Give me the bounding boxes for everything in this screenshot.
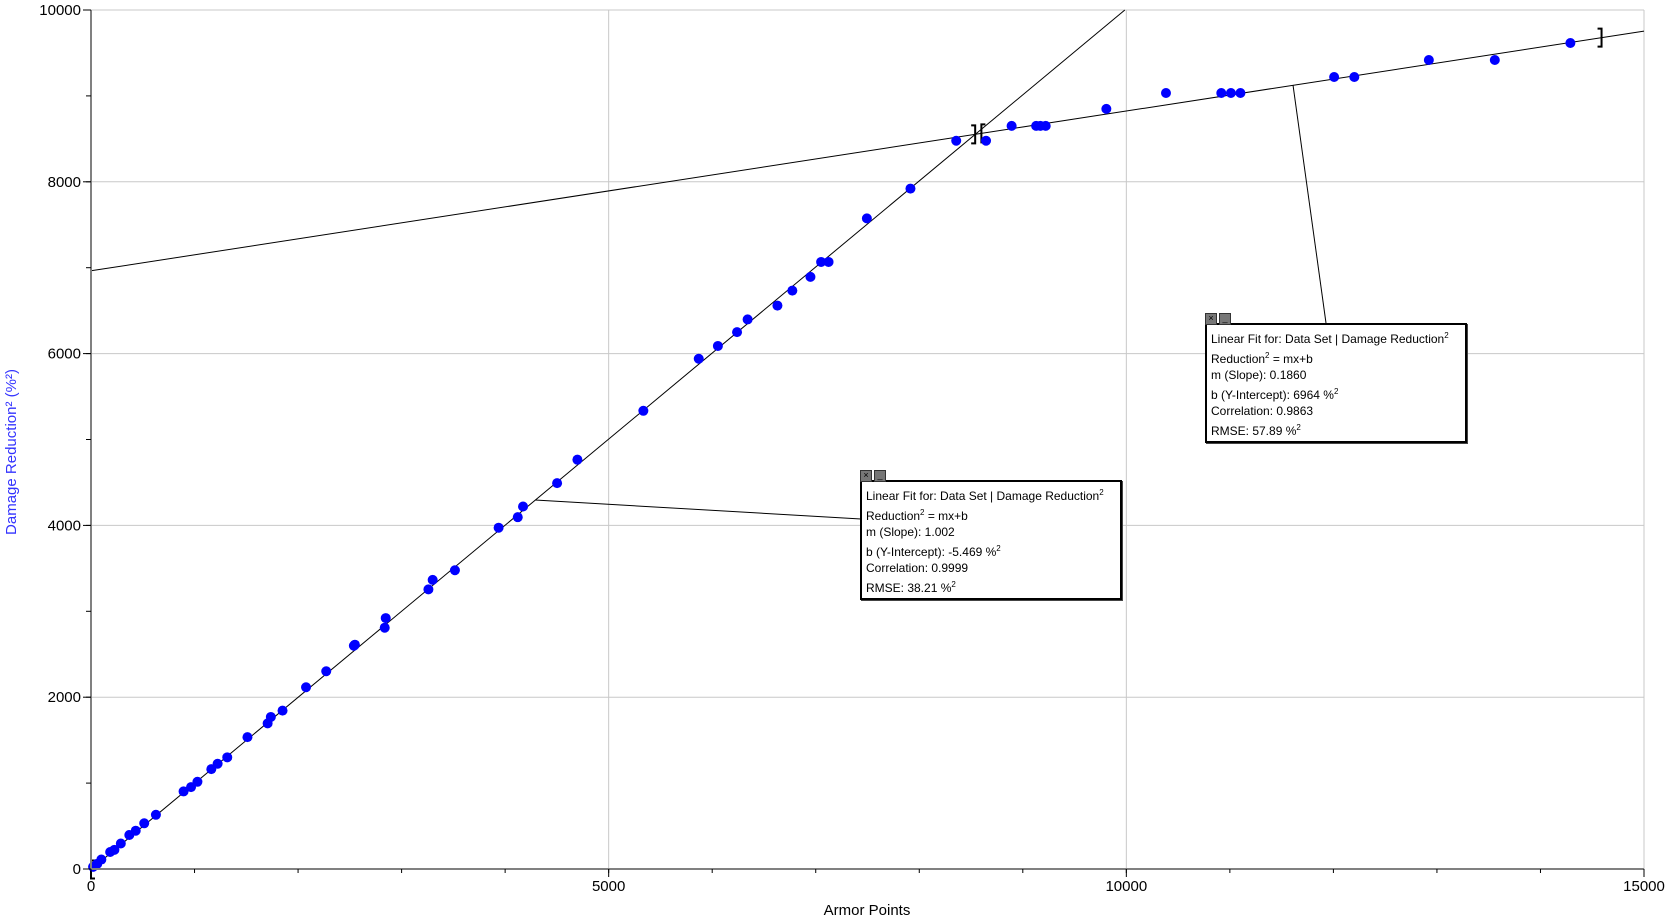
data-point <box>192 776 203 787</box>
fit-intercept: b (Y-Intercept): -5.469 %2 <box>866 543 1001 559</box>
fit-intercept: b (Y-Intercept): 6964 %2 <box>1211 386 1339 402</box>
y-tick-label: 6000 <box>48 346 81 363</box>
data-point <box>277 705 288 716</box>
fit-rmse: RMSE: 57.89 %2 <box>1211 422 1301 438</box>
y-tick-label: 10000 <box>39 2 81 19</box>
data-point <box>1423 54 1434 65</box>
x-tick-label: 10000 <box>1105 878 1147 895</box>
annotation-leader-line-1 <box>534 499 862 520</box>
data-point <box>1160 87 1171 98</box>
fit-equation: Reduction2 = mx+b <box>1211 350 1313 366</box>
data-point <box>1349 72 1360 83</box>
y-tick-label: 0 <box>73 861 81 878</box>
data-point <box>265 711 276 722</box>
data-point <box>638 405 649 416</box>
fit-line-2 <box>90 30 1645 272</box>
data-point <box>1565 37 1576 48</box>
y-tick-label: 2000 <box>48 689 81 706</box>
data-point <box>787 285 798 296</box>
data-point <box>493 522 504 533</box>
y-axis-title: Damage Reduction² (%²) <box>3 369 20 535</box>
fit-correlation: Correlation: 0.9863 <box>1211 404 1314 418</box>
data-point <box>427 574 438 585</box>
data-point <box>449 565 460 576</box>
data-point <box>823 256 834 267</box>
fit-rmse: RMSE: 38.21 %2 <box>866 579 956 595</box>
data-point <box>905 183 916 194</box>
data-point <box>518 501 529 512</box>
data-point <box>572 454 583 465</box>
fit-equation: Reduction2 = mx+b <box>866 507 968 523</box>
data-point <box>712 340 723 351</box>
fit-slope: m (Slope): 1.002 <box>866 525 955 539</box>
data-point <box>222 752 233 763</box>
data-point <box>212 758 223 769</box>
fit-annotation-box-1[interactable]: × _ Linear Fit for: Data Set | Damage Red… <box>860 470 1122 600</box>
fit-title: Linear Fit for: Data Set | Damage Reduct… <box>866 488 1104 503</box>
fit-title: Linear Fit for: Data Set | Damage Reduct… <box>1211 331 1449 346</box>
annotation-leader-line-2 <box>1292 84 1327 324</box>
data-point <box>981 135 992 146</box>
data-point <box>379 622 390 633</box>
data-point <box>512 512 523 523</box>
data-point <box>742 314 753 325</box>
data-point <box>1329 72 1340 83</box>
data-point <box>805 271 816 282</box>
fit-range-end-bracket <box>1597 27 1603 48</box>
data-point <box>380 613 391 624</box>
data-point <box>139 818 150 829</box>
x-tick-label: 5000 <box>592 878 625 895</box>
data-point <box>349 639 360 650</box>
data-point <box>1006 120 1017 131</box>
close-icon[interactable]: × <box>860 470 872 482</box>
minimize-icon[interactable]: _ <box>874 470 886 482</box>
data-point <box>115 838 126 849</box>
fit-slope: m (Slope): 0.1860 <box>1211 368 1307 382</box>
x-tick-label: 15000 <box>1623 878 1665 895</box>
x-axis-title: Armor Points <box>824 902 911 919</box>
data-point <box>816 256 827 267</box>
data-point <box>178 786 189 797</box>
data-point <box>301 682 312 693</box>
data-point <box>242 732 253 743</box>
y-tick-label: 4000 <box>48 517 81 534</box>
data-point <box>1489 54 1500 65</box>
fit-annotation-box-2[interactable]: × _ Linear Fit for: Data Set | Damage Red… <box>1205 313 1467 443</box>
data-point <box>109 844 120 855</box>
data-point <box>1216 87 1227 98</box>
data-point <box>552 478 563 489</box>
data-point <box>423 584 434 595</box>
close-icon[interactable]: × <box>1205 313 1217 325</box>
fit-correlation: Correlation: 0.9999 <box>866 561 969 575</box>
data-point <box>951 135 962 146</box>
data-point <box>321 666 332 677</box>
data-point <box>732 327 743 338</box>
x-tick-label: 0 <box>87 878 95 895</box>
y-tick-label: 8000 <box>48 174 81 191</box>
data-point <box>96 854 107 865</box>
data-point <box>1235 87 1246 98</box>
data-point <box>1225 87 1236 98</box>
data-point <box>861 213 872 224</box>
data-point <box>693 353 704 364</box>
data-point <box>150 809 161 820</box>
data-point <box>1101 103 1112 114</box>
minimize-icon[interactable]: _ <box>1219 313 1231 325</box>
data-point <box>772 300 783 311</box>
data-point <box>130 825 141 836</box>
data-point <box>1040 120 1051 131</box>
